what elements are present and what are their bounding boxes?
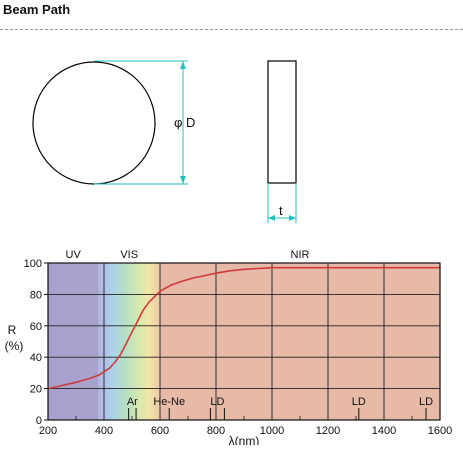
region-band-uv (48, 263, 99, 420)
y-tick-label: 40 (30, 352, 42, 364)
thickness-arrow-right (289, 215, 296, 221)
disc-side-view (267, 60, 297, 184)
region-band-vis (98, 263, 160, 420)
y-tick-label: 100 (24, 258, 42, 270)
laser-marker-label: LD (352, 396, 366, 408)
region-label-nir: NIR (291, 249, 310, 261)
plot-frame (47, 262, 441, 421)
region-band-nir (160, 263, 440, 420)
optic-dimension-diagram: φ D t (32, 60, 297, 223)
thickness-arrow-left (268, 215, 275, 221)
diameter-label: φ D (174, 115, 195, 130)
laser-marker-label: LD (210, 396, 224, 408)
x-tick-label: 200 (39, 425, 57, 437)
y-axis-label-line1: R (8, 323, 17, 337)
x-tick-label: 400 (95, 425, 113, 437)
y-tick-label: 0 (36, 415, 42, 427)
reflectance-curve (47, 266, 440, 390)
header: Beam Path (0, 0, 463, 30)
x-tick-label: 1400 (372, 425, 396, 437)
x-tick-label: 800 (207, 425, 225, 437)
thickness-label: t (279, 203, 283, 218)
diameter-arrow-down (180, 176, 186, 184)
laser-marker-label: He-Ne (153, 396, 185, 408)
x-tick-label: 1200 (316, 425, 340, 437)
diameter-arrow-up (180, 61, 186, 69)
y-tick-label: 20 (30, 384, 42, 396)
x-tick-label: 600 (151, 425, 169, 437)
page-title: Beam Path (3, 2, 71, 17)
x-tick-label: 1000 (260, 425, 284, 437)
x-tick-label: 1600 (428, 425, 452, 437)
y-tick-label: 60 (30, 321, 42, 333)
laser-marker-label: LD (419, 396, 433, 408)
header-divider (0, 29, 463, 30)
region-label-uv: UV (66, 249, 82, 261)
laser-marker-label: Ar (127, 396, 138, 408)
x-axis-label: λ(nm) (229, 434, 260, 445)
disc-front-view (32, 61, 156, 185)
region-label-vis: VIS (120, 249, 138, 261)
y-axis-label-line2: (%) (5, 339, 24, 353)
y-tick-label: 80 (30, 289, 42, 301)
reflectance-chart: UV VIS NIR Ar He-Ne LD LD LD 0 20 40 60 80 100 200 400 6… (5, 249, 453, 445)
